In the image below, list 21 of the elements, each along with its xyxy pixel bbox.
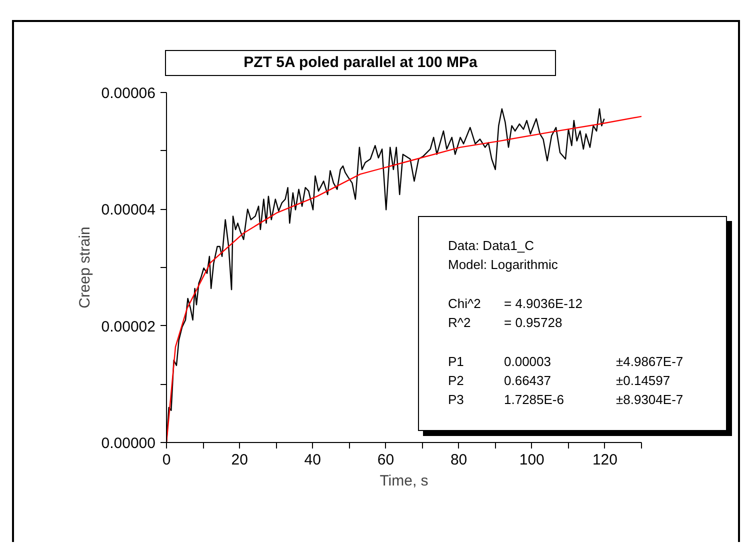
text: P2 0.66437 ±0.14597 bbox=[448, 373, 670, 388]
y-tick-label: 0.00000 bbox=[101, 435, 156, 452]
text: R^2 = 0.95728 bbox=[448, 315, 562, 330]
chart-title: PZT 5A poled parallel at 100 MPa bbox=[165, 50, 556, 76]
x-tick-label: 40 bbox=[304, 452, 321, 468]
x-tick-label: 60 bbox=[377, 452, 394, 468]
y-tick-label: 0.00006 bbox=[101, 85, 156, 102]
x-tick-label: 100 bbox=[519, 452, 544, 468]
y-tick-label: 0.00004 bbox=[101, 202, 156, 219]
text: P1 0.00003 ±4.9867E-7 bbox=[448, 354, 684, 369]
x-tick-label: 80 bbox=[450, 452, 468, 468]
x-tick-label: 120 bbox=[592, 452, 618, 468]
x-tick-label: 20 bbox=[231, 452, 248, 468]
annotation: Data: Data1_C bbox=[448, 238, 534, 253]
annotation: Model: Logarithmic bbox=[448, 257, 558, 272]
text: P3 1.7285E-6 ±8.9304E-7 bbox=[448, 392, 684, 407]
x-axis-title: Time, s bbox=[380, 472, 428, 490]
y-tick-label: 0.00002 bbox=[101, 318, 156, 336]
y-axis-title: Creep strain bbox=[76, 226, 94, 308]
text: Chi^2 = 4.9036E-12 bbox=[448, 296, 582, 311]
x-tick-label: 0 bbox=[162, 452, 171, 468]
